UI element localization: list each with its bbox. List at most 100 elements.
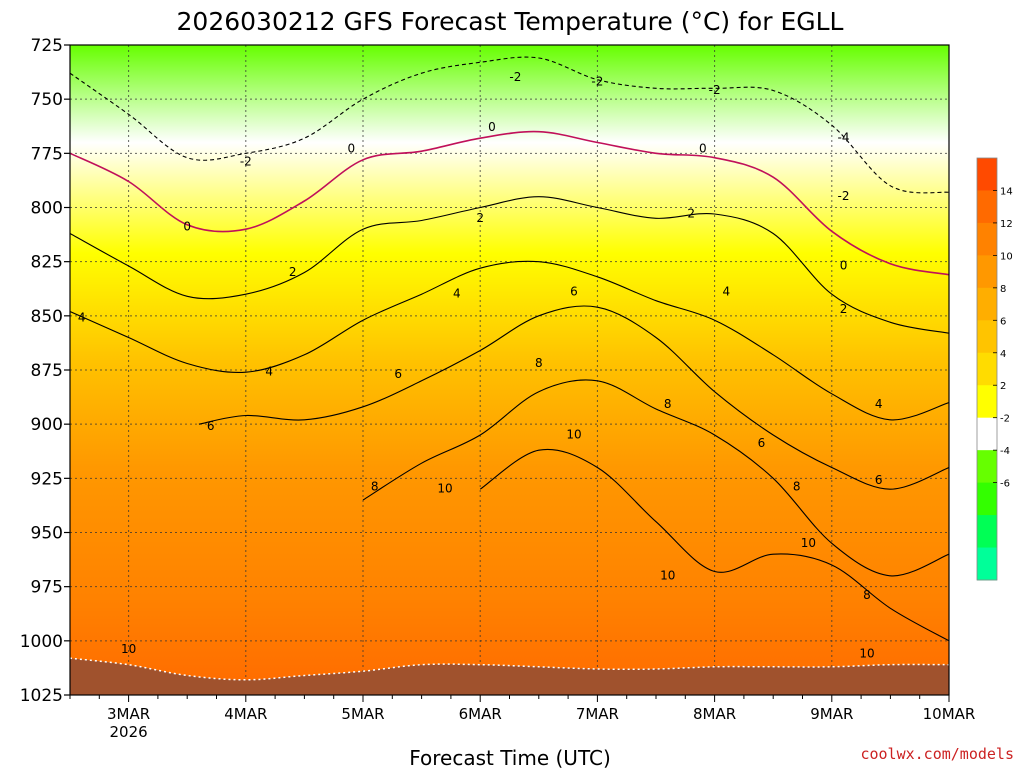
contour-label: -2 bbox=[838, 189, 850, 203]
colorbar-label: -4 bbox=[1000, 446, 1010, 457]
contour-line-6 bbox=[198, 305, 949, 490]
contour-label: 0 bbox=[183, 220, 191, 234]
colorbar-label: 14 bbox=[1000, 186, 1013, 197]
contour-label: 2 bbox=[289, 265, 297, 279]
credit-text: coolwx.com/models bbox=[860, 745, 1014, 763]
colorbar-segment bbox=[977, 158, 997, 191]
y-tick-label: 800 bbox=[31, 199, 63, 219]
contour-label: 6 bbox=[570, 285, 578, 299]
contour-label: -4 bbox=[838, 131, 850, 145]
contour-label: 4 bbox=[875, 397, 883, 411]
contour-label: 6 bbox=[875, 473, 883, 487]
contour-label: 2 bbox=[476, 211, 484, 225]
colorbar-label: -2 bbox=[1000, 414, 1010, 425]
colorbar-segment bbox=[977, 320, 997, 354]
y-tick-label: 1000 bbox=[20, 632, 63, 652]
colorbar-segment bbox=[977, 385, 997, 419]
y-tick-label: 725 bbox=[31, 36, 63, 56]
y-tick-label: 850 bbox=[31, 307, 63, 327]
surface-line bbox=[70, 657, 949, 681]
colorbar-label: 6 bbox=[1000, 316, 1006, 327]
contour-labels: -2 -2 -2 -2 -4 -2 0 0 0 0 0 2 2 2 2 4 4 4 4 4 6 6 6 6 6 8 8 8 8 8 10 10… bbox=[78, 70, 883, 660]
colorbar-segment bbox=[977, 450, 997, 484]
contour-label: -2 bbox=[509, 70, 521, 84]
colorbar-segment bbox=[977, 190, 997, 224]
y-tick-label: 750 bbox=[31, 90, 63, 110]
colorbar-label: 8 bbox=[1000, 284, 1006, 295]
y-tick-label: 950 bbox=[31, 524, 63, 544]
contour-line-4 bbox=[70, 260, 949, 421]
colorbar-label: 4 bbox=[1000, 349, 1006, 360]
plot-area bbox=[70, 45, 949, 695]
contour-label: 10 bbox=[859, 646, 874, 660]
y-tick-label: 775 bbox=[31, 144, 63, 164]
colorbar-segment bbox=[977, 222, 997, 256]
y-axis: 725 750 775 800 825 850 875 900 925 950 975 1000 102… bbox=[20, 36, 70, 706]
x-tick-label: 7MAR bbox=[576, 705, 619, 723]
contour-label: -2 bbox=[591, 74, 603, 88]
y-tick-label: 975 bbox=[31, 578, 63, 598]
colorbar-segment bbox=[977, 417, 997, 451]
grid-lines bbox=[70, 45, 949, 695]
y-tick-label: 825 bbox=[31, 253, 63, 273]
contour-label: 10 bbox=[801, 536, 816, 550]
contour-label: 4 bbox=[722, 285, 730, 299]
y-tick-label: 900 bbox=[31, 415, 63, 435]
contour-line-0 bbox=[70, 130, 949, 276]
contour-line-10 bbox=[479, 448, 949, 642]
contour-label: 0 bbox=[840, 259, 848, 273]
x-tick-label: 4MAR bbox=[224, 705, 267, 723]
x-tick-label: 8MAR bbox=[693, 705, 736, 723]
colorbar-segment bbox=[977, 515, 997, 549]
contour-label: 6 bbox=[207, 419, 215, 433]
contour-label: 4 bbox=[78, 311, 86, 325]
y-tick-label: 875 bbox=[31, 361, 63, 381]
colorbar-segment bbox=[977, 255, 997, 289]
colorbar-segment bbox=[977, 482, 997, 516]
x-tick-label: 10MAR bbox=[923, 705, 976, 723]
contour-line-8 bbox=[362, 379, 949, 577]
contour-label: 10 bbox=[566, 428, 581, 442]
contour-label: 0 bbox=[699, 142, 707, 156]
y-tick-label: 1025 bbox=[20, 686, 63, 706]
contour-label: 0 bbox=[488, 120, 496, 134]
contour-label: 8 bbox=[535, 356, 543, 370]
y-tick-label: 925 bbox=[31, 469, 63, 489]
chart-title: 2026030212 GFS Forecast Temperature (°C)… bbox=[177, 7, 844, 36]
contour-label: 10 bbox=[437, 482, 452, 496]
contour-label: -2 bbox=[709, 83, 721, 97]
contour-label: -2 bbox=[240, 155, 252, 169]
contour-label: 4 bbox=[453, 287, 461, 301]
contour-label: 10 bbox=[660, 568, 675, 582]
contour-label: 4 bbox=[265, 365, 273, 379]
contour-label: 8 bbox=[793, 480, 801, 494]
x-tick-label: 9MAR bbox=[810, 705, 853, 723]
contour-label: 8 bbox=[863, 588, 871, 602]
contour-line-2 bbox=[70, 196, 949, 334]
colorbar-label: 10 bbox=[1000, 251, 1013, 262]
colorbar: 14 12 10 8 6 4 2 -2 -4 -6 bbox=[976, 157, 1013, 581]
contour-line-neg2 bbox=[70, 56, 949, 194]
colorbar-label: -6 bbox=[1000, 479, 1010, 490]
contour-label: 8 bbox=[664, 397, 672, 411]
contour-label: 2 bbox=[687, 207, 695, 221]
colorbar-label: 2 bbox=[1000, 381, 1006, 392]
colorbar-segment bbox=[977, 352, 997, 386]
contour-label: 6 bbox=[394, 367, 402, 381]
colorbar-segment bbox=[977, 547, 997, 581]
contour-label: 6 bbox=[758, 436, 766, 450]
contour-label: 0 bbox=[347, 142, 355, 156]
contour-label: 8 bbox=[371, 480, 379, 494]
colorbar-frame bbox=[976, 157, 998, 581]
contour-label: 10 bbox=[121, 642, 136, 656]
x-tick-label: 3MAR bbox=[107, 705, 150, 723]
x-tick-label: 6MAR bbox=[459, 705, 502, 723]
contour-label: 2 bbox=[840, 302, 848, 316]
x-axis-label: Forecast Time (UTC) bbox=[409, 746, 611, 768]
x-tick-label: 5MAR bbox=[341, 705, 384, 723]
colorbar-segment bbox=[977, 287, 997, 321]
x-tick-sublabel: 2026 bbox=[110, 723, 148, 741]
colorbar-label: 12 bbox=[1000, 219, 1013, 230]
